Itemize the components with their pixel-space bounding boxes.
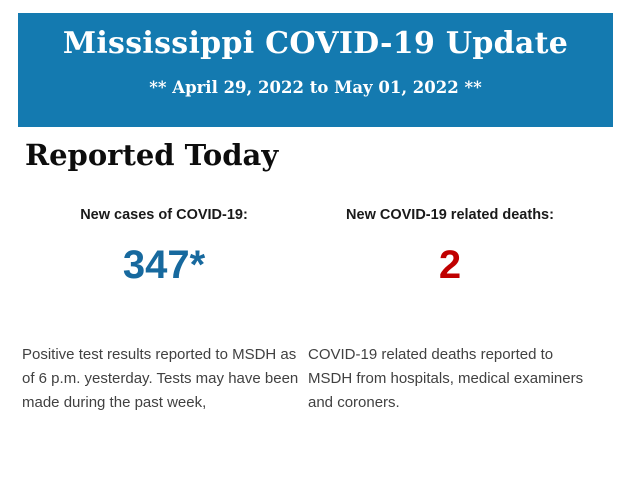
- new-cases-value: 347*: [122, 243, 206, 287]
- new-deaths-label: New COVID-19 related deaths:: [346, 207, 554, 223]
- section-heading: Reported Today: [25, 138, 279, 172]
- new-deaths-description: COVID-19 related deaths reported to MSDH…: [308, 346, 584, 411]
- new-cases-description: Positive test results reported to MSDH a…: [22, 346, 299, 411]
- date-range: ** April 29, 2022 to May 01, 2022 **: [149, 78, 482, 97]
- page-title: Mississippi COVID-19 Update: [62, 26, 569, 61]
- new-deaths-value: 2: [438, 243, 462, 287]
- header-banner: Mississippi COVID-19 Update ** April 29,…: [18, 13, 613, 127]
- new-cases-label: New cases of COVID-19:: [80, 207, 248, 223]
- new-deaths-panel: New COVID-19 related deaths: 2 COVID-19 …: [308, 207, 592, 467]
- new-cases-panel: New cases of COVID-19: 347* Positive tes…: [22, 207, 306, 467]
